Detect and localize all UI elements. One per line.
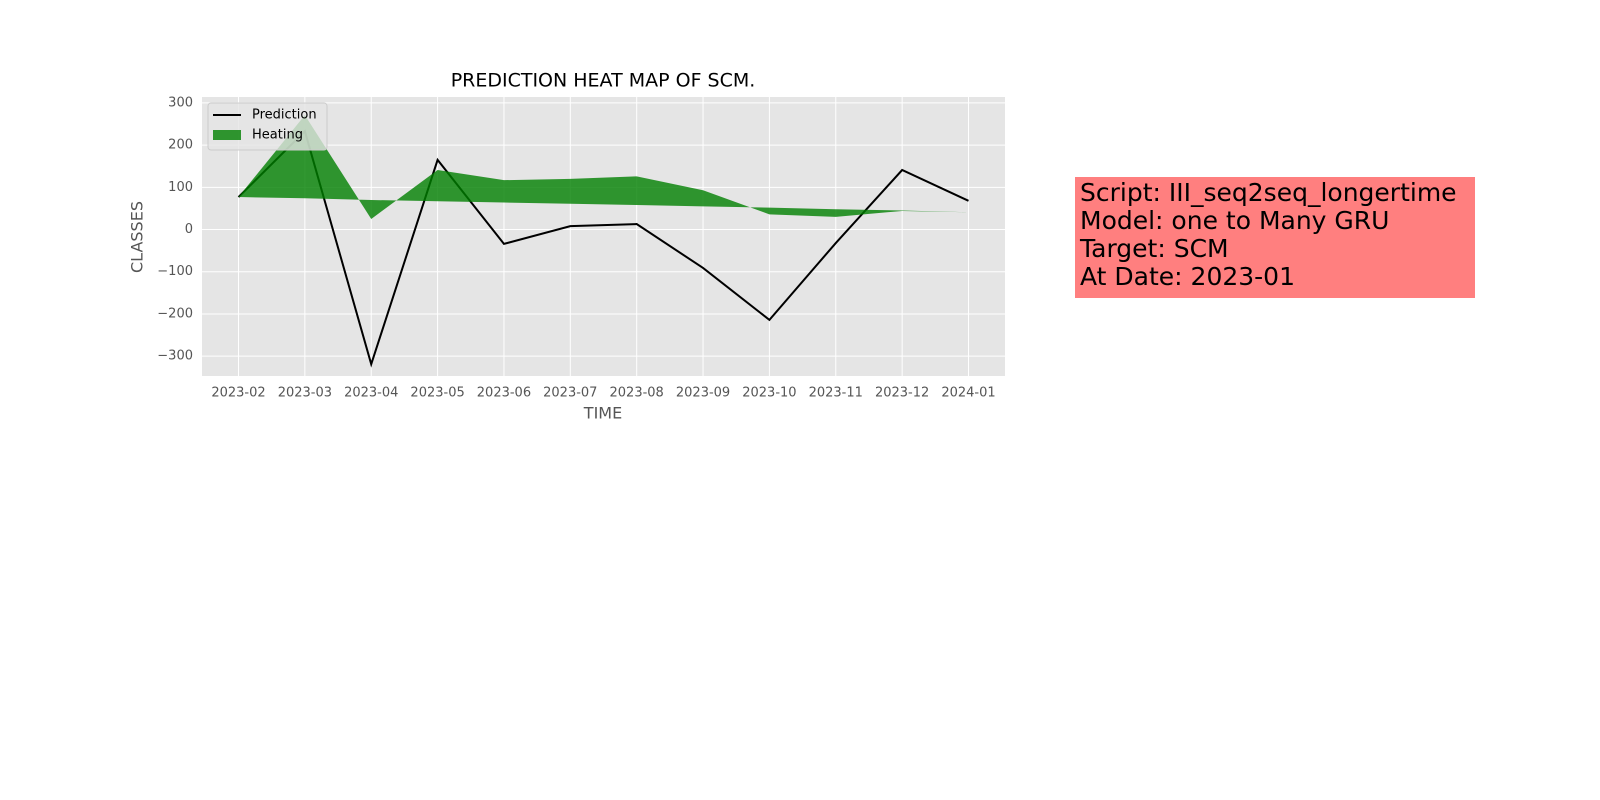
legend: Prediction Heating	[207, 102, 328, 151]
y-axis-label: CLASSES	[128, 201, 147, 273]
y-tick-label: 0	[185, 222, 193, 237]
y-tick-label: 300	[168, 95, 193, 110]
y-tick-label: 100	[168, 180, 193, 195]
x-tick-label: 2023-09	[676, 386, 730, 401]
y-tick-label: −200	[157, 306, 193, 321]
x-tick-label: 2023-11	[809, 386, 863, 401]
annotation-box	[1075, 177, 1475, 298]
x-tick-label: 2023-04	[344, 386, 398, 401]
heating-area	[238, 115, 969, 219]
prediction-line	[237, 129, 969, 368]
x-tick-label: 2023-02	[211, 386, 265, 401]
chart-title: PREDICTION HEAT MAP OF SCM.	[451, 70, 756, 92]
annotation-line: Script: III_seq2seq_longertime	[1080, 178, 1457, 207]
x-tick-label: 2023-05	[410, 386, 464, 401]
x-tick-label: 2023-03	[278, 386, 332, 401]
marks	[237, 115, 969, 368]
y-tick-label: −100	[157, 264, 193, 279]
annotation-line: At Date: 2023-01	[1080, 262, 1295, 291]
x-tick-label: 2023-10	[742, 386, 796, 401]
x-tick-label: 2023-08	[610, 386, 664, 401]
annotation-line: Model: one to Many GRU	[1080, 206, 1389, 235]
x-tick-label: 2023-12	[875, 386, 929, 401]
y-tick-label: 200	[168, 138, 193, 153]
x-tick-label: 2023-06	[477, 386, 531, 401]
x-tick-label: 2023-07	[543, 386, 597, 401]
legend-swatch	[213, 130, 241, 140]
x-axis-label: TIME	[583, 404, 622, 423]
annotation-line: Target: SCM	[1079, 234, 1229, 263]
axes: −300 −200 −100 0 100 200 300 2023-02 2023-03 2023…	[157, 95, 995, 400]
x-tick-label: 2024-01	[941, 386, 995, 401]
legend-label: Heating	[252, 128, 303, 143]
legend-label: Prediction	[252, 108, 317, 123]
y-tick-label: −300	[157, 349, 193, 364]
